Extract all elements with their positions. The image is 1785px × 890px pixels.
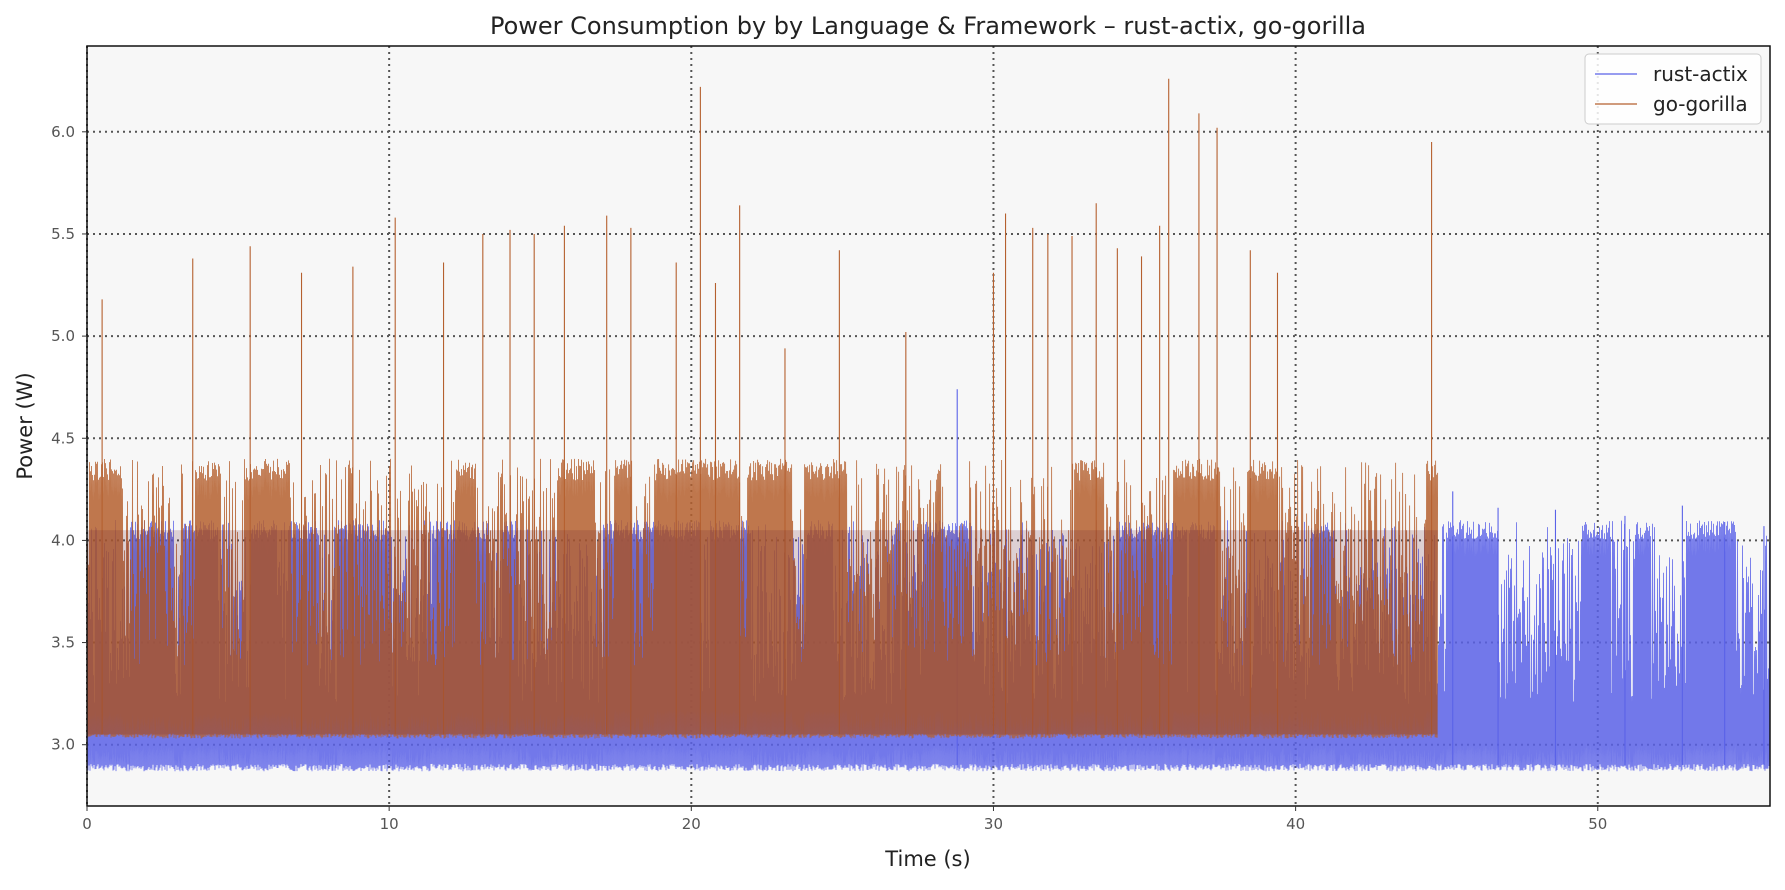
x-tick-label: 20 xyxy=(682,815,701,833)
series-go-gorilla xyxy=(86,78,1439,739)
plot-frame xyxy=(86,45,1771,807)
y-tick-label: 4.0 xyxy=(51,531,75,549)
x-tick-label: 10 xyxy=(380,815,399,833)
legend: rust-actix go-gorilla xyxy=(1584,53,1762,125)
x-tick-label: 40 xyxy=(1286,815,1305,833)
series-trace-go-gorilla xyxy=(86,458,1439,739)
series-trace-rust-actix xyxy=(86,519,1771,772)
y-axis-title: Power (W) xyxy=(13,372,37,479)
y-tick-label: 4.5 xyxy=(51,429,75,447)
x-tick-label: 30 xyxy=(984,815,1003,833)
legend-label-rust-actix: rust-actix xyxy=(1653,62,1748,86)
tick-labels: 0 10 20 30 40 50 3.0 3.5 4.0 4.5 5.0 5.5 6.0 xyxy=(51,123,1607,833)
chart-title: Power Consumption by by Language & Frame… xyxy=(490,12,1366,40)
overlap-tint xyxy=(87,530,1438,735)
y-tick-label: 5.0 xyxy=(51,327,75,345)
y-tick-label: 3.0 xyxy=(51,736,75,754)
series-layer xyxy=(86,78,1771,772)
legend-label-go-gorilla: go-gorilla xyxy=(1653,92,1748,116)
y-tick-label: 6.0 xyxy=(51,123,75,141)
legend-box xyxy=(1584,53,1762,125)
x-tick-label: 0 xyxy=(82,815,92,833)
x-axis-title: Time (s) xyxy=(884,847,970,871)
x-tick-label: 50 xyxy=(1588,815,1607,833)
y-tick-label: 3.5 xyxy=(51,634,75,652)
y-tick-label: 5.5 xyxy=(51,225,75,243)
